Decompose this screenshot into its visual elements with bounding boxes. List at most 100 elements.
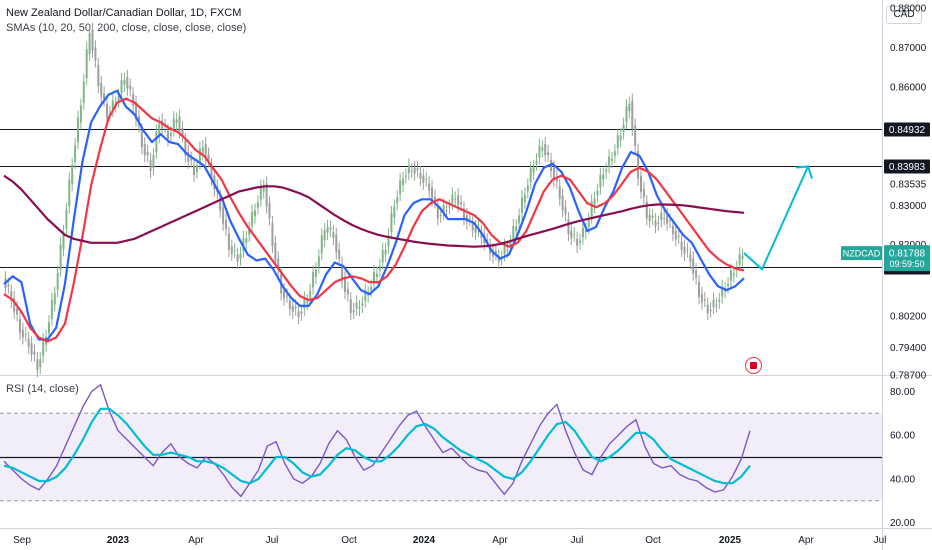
projection-arrow[interactable] <box>743 166 809 271</box>
canada-flag-icon[interactable] <box>745 357 762 374</box>
candle-body <box>291 305 294 312</box>
indicator-legend[interactable]: SMAs (10, 20, 50, 200, close, close, clo… <box>6 22 247 34</box>
candle-body <box>181 128 184 136</box>
candle-body <box>166 130 169 140</box>
sma-20-line[interactable] <box>3 97 745 343</box>
candle-body <box>91 29 94 51</box>
candle-body <box>198 148 201 163</box>
candle-body <box>94 47 97 61</box>
price-tick-label: 0.78700 <box>890 371 927 382</box>
candle-body <box>352 309 355 312</box>
rsi-legend[interactable]: RSI (14, close) <box>6 383 79 395</box>
candle-body <box>729 270 732 281</box>
candle-body <box>610 159 613 162</box>
candle-body <box>59 244 62 270</box>
candle-body <box>593 198 596 206</box>
candle-body <box>361 303 364 306</box>
candle-body <box>312 272 315 288</box>
time-tick-label: Oct <box>341 535 357 546</box>
candle-body <box>454 198 457 200</box>
price-tick-label: 0.80200 <box>890 311 927 322</box>
candle-body <box>671 225 674 235</box>
candle-body <box>727 284 730 287</box>
candle-body <box>738 254 741 265</box>
last-price-tag <box>884 245 930 272</box>
candle-body <box>373 272 375 284</box>
sma-10-line[interactable] <box>3 89 745 341</box>
candle-body <box>666 215 669 224</box>
candle-body <box>460 201 463 204</box>
candle-body <box>474 226 477 233</box>
candle-body <box>82 81 85 103</box>
candle-body <box>718 299 721 302</box>
candle-body <box>146 151 149 156</box>
candle-body <box>480 232 483 239</box>
candle-body <box>288 300 291 310</box>
candle-body <box>53 293 56 305</box>
currency-button[interactable]: CAD <box>886 6 922 24</box>
candle-body <box>634 125 637 146</box>
candle-body <box>349 299 352 314</box>
candle-body <box>143 144 146 156</box>
maple-leaf-icon <box>750 362 757 369</box>
candle-body <box>399 180 402 195</box>
candle-body <box>30 343 33 355</box>
candle-body <box>425 178 428 180</box>
candle-body <box>706 304 709 314</box>
rsi-tick-label: 80.00 <box>890 387 915 398</box>
candle-body <box>619 135 622 141</box>
candle-body <box>242 238 245 251</box>
candle-body <box>294 306 297 309</box>
candle-body <box>529 168 532 183</box>
candle-body <box>314 269 317 277</box>
candle-body <box>689 254 692 262</box>
candle-body <box>285 295 288 297</box>
rsi-line[interactable] <box>3 383 751 498</box>
candle-body <box>190 158 193 161</box>
candle-body <box>741 256 744 259</box>
candle-body <box>512 226 515 239</box>
candle-body <box>590 201 593 217</box>
candle-body <box>21 329 24 338</box>
candle-body <box>245 238 248 243</box>
candle-body <box>471 223 474 231</box>
symbol-tag[interactable] <box>841 246 882 261</box>
time-tick-label: 2025 <box>719 535 742 546</box>
candle-body <box>509 241 512 247</box>
candle-body <box>33 351 36 355</box>
level-price-label: 0.84932 <box>889 125 926 136</box>
candle-body <box>715 304 718 306</box>
candle-body <box>236 254 239 262</box>
candle-body <box>396 197 399 204</box>
candle-body <box>407 165 410 174</box>
candle-body <box>457 195 460 206</box>
rsi-ma-line[interactable] <box>3 407 751 485</box>
sma-200-line[interactable] <box>3 174 745 248</box>
candle-body <box>721 286 724 297</box>
candle-body <box>431 187 434 200</box>
candle-body <box>271 223 274 246</box>
candle-body <box>639 175 642 192</box>
candle-body <box>561 195 564 211</box>
candle-body <box>541 147 544 151</box>
candle-body <box>187 151 190 162</box>
candle-body <box>660 213 663 221</box>
candle-body <box>65 209 68 229</box>
candle-body <box>384 249 387 255</box>
price-tick-label: 0.79400 <box>890 343 927 354</box>
candle-body <box>68 179 71 207</box>
candle-body <box>637 150 640 179</box>
candle-body <box>323 230 326 241</box>
candle-body <box>335 234 338 253</box>
candle-body <box>558 186 561 199</box>
candle-body <box>74 145 77 162</box>
candle-body <box>111 100 114 110</box>
candle-body <box>599 174 602 188</box>
candle-body <box>169 132 172 137</box>
candle-body <box>140 130 143 148</box>
candle-body <box>497 255 500 262</box>
candle-body <box>42 340 45 356</box>
candle-body <box>494 251 497 254</box>
candle-body <box>297 311 300 317</box>
